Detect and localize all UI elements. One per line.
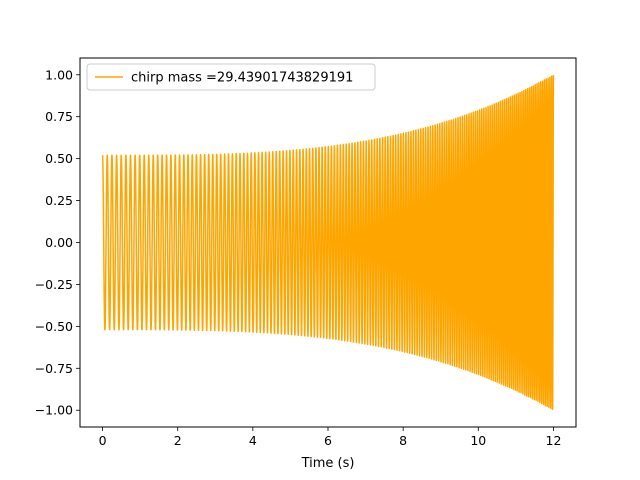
x-tick-label: 2 — [174, 433, 182, 448]
legend-label: chirp mass =29.43901743829191 — [131, 71, 353, 86]
x-tick-label: 4 — [249, 433, 257, 448]
x-axis-label: Time (s) — [301, 456, 355, 471]
y-tick-label: 0.00 — [45, 235, 73, 250]
x-tick-label: 6 — [324, 433, 332, 448]
y-tick-label: 0.50 — [45, 151, 73, 166]
series-line-chirp — [101, 75, 555, 410]
x-tick-label: 10 — [470, 433, 486, 448]
x-tick-label: 0 — [99, 433, 107, 448]
y-tick-label: −0.75 — [35, 361, 73, 376]
y-tick-label: 0.25 — [45, 193, 73, 208]
y-tick-label: 1.00 — [45, 67, 73, 82]
y-tick-label: −0.50 — [35, 319, 73, 334]
legend: chirp mass =29.43901743829191 — [86, 63, 376, 91]
y-tick-label: −1.00 — [35, 403, 73, 418]
legend-box — [86, 63, 376, 91]
x-axis-ticks: 0 2 4 6 8 10 12 — [99, 427, 562, 448]
y-tick-label: 0.75 — [45, 109, 73, 124]
x-tick-label: 8 — [399, 433, 407, 448]
x-tick-label: 12 — [546, 433, 562, 448]
y-axis-ticks: 1.00 0.75 0.50 0.25 0.00 −0.25 −0.50 −0.75 −1.00 — [35, 67, 80, 418]
plot-area — [101, 75, 555, 410]
y-tick-label: −0.25 — [35, 277, 73, 292]
